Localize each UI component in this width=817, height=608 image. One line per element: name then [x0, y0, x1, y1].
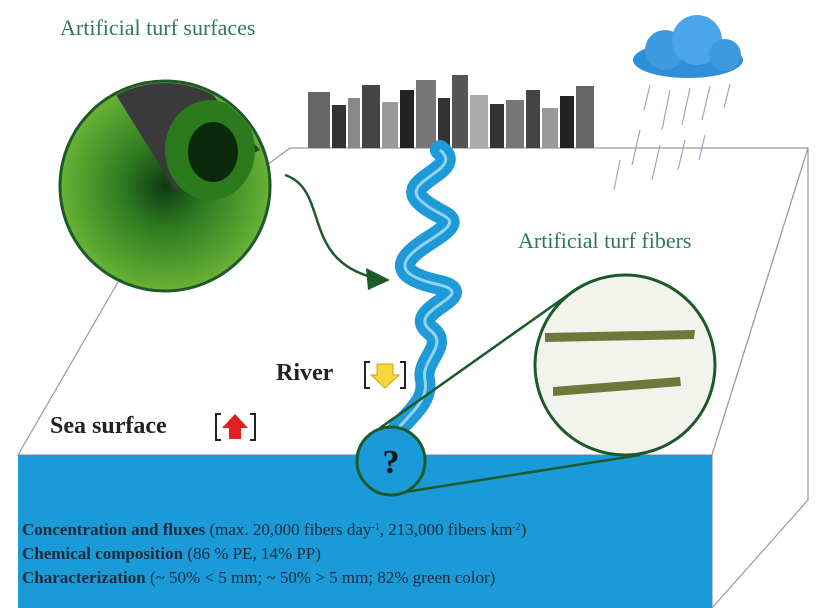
sea-surface-label: Sea surface	[50, 413, 167, 439]
finding-heading: Characterization	[22, 568, 146, 587]
finding-detail: , 213,000 fibers km	[380, 520, 513, 539]
superscript: -1	[371, 522, 379, 533]
river-label: River	[276, 360, 334, 386]
findings: Concentration and fluxes (max. 20,000 fi…	[22, 520, 526, 587]
question: ?	[383, 444, 400, 481]
finding-detail: (~ 50% < 5 mm; ~ 50% > 5 mm; 82% green c…	[146, 568, 496, 587]
finding-detail: (max. 20,000 fibers day	[205, 520, 372, 539]
finding: Characterization (~ 50% < 5 mm; ~ 50% > …	[22, 568, 495, 587]
rain	[613, 83, 731, 191]
finding: Concentration and fluxes (max. 20,000 fi…	[22, 520, 526, 539]
river-highlight	[388, 148, 454, 441]
cloud	[633, 15, 743, 78]
fiber-photo	[533, 273, 717, 457]
superscript: -2	[512, 522, 520, 533]
turf-surfaces-label: Artificial turf surfaces	[60, 15, 255, 40]
bracket	[215, 413, 256, 441]
finding-heading: Concentration and fluxes	[22, 520, 206, 539]
arrow-head	[366, 268, 390, 290]
zoom-line	[379, 288, 576, 430]
finding-heading: Chemical composition	[22, 544, 184, 563]
fiber	[545, 330, 695, 342]
finding-detail: (86 % PE, 14% PP)	[183, 544, 321, 563]
finding-detail: )	[521, 520, 527, 539]
bracket	[364, 361, 406, 389]
turf-fibers-label: Artificial turf fibers	[518, 228, 692, 253]
up-arrow	[222, 414, 248, 439]
arrow	[284, 173, 376, 280]
fiber	[553, 377, 681, 396]
city	[308, 75, 594, 148]
question-circle	[355, 425, 427, 497]
turf-roll-core	[188, 122, 238, 182]
zoom-line	[404, 453, 641, 494]
finding: Chemical composition (86 % PE, 14% PP)	[22, 544, 321, 563]
down-arrow	[369, 363, 401, 389]
